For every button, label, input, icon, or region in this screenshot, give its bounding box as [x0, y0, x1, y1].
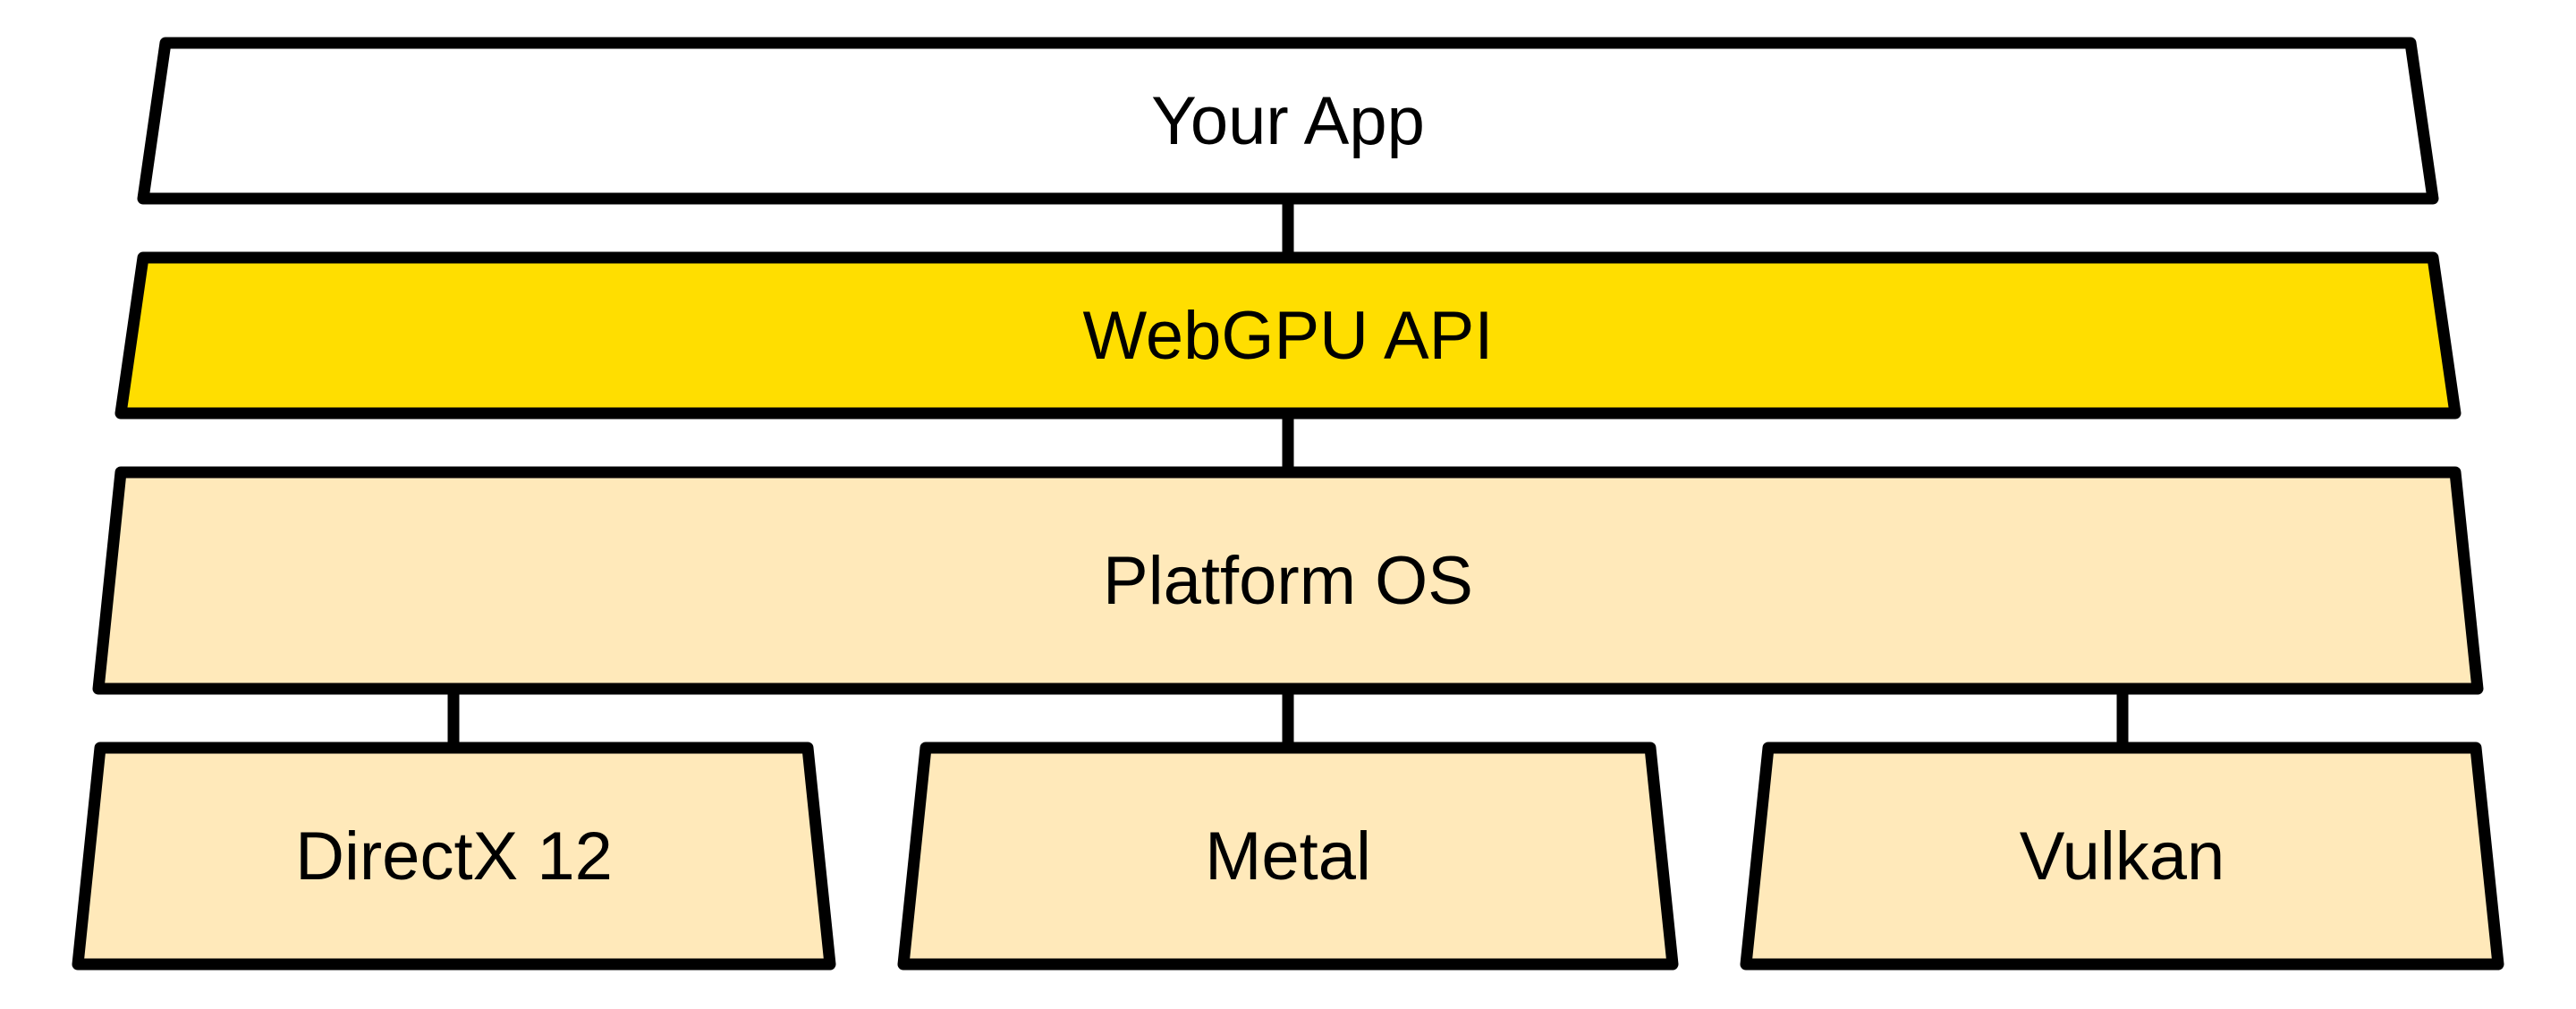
directx-layer-label: DirectX 12	[78, 748, 830, 964]
app-layer-label: Your App	[143, 43, 2433, 199]
vulkan-layer-label: Vulkan	[1746, 748, 2498, 964]
webgpu-layer-label: WebGPU API	[121, 258, 2455, 413]
platform-layer-label: Platform OS	[98, 472, 2478, 689]
metal-layer-label: Metal	[903, 748, 1673, 964]
